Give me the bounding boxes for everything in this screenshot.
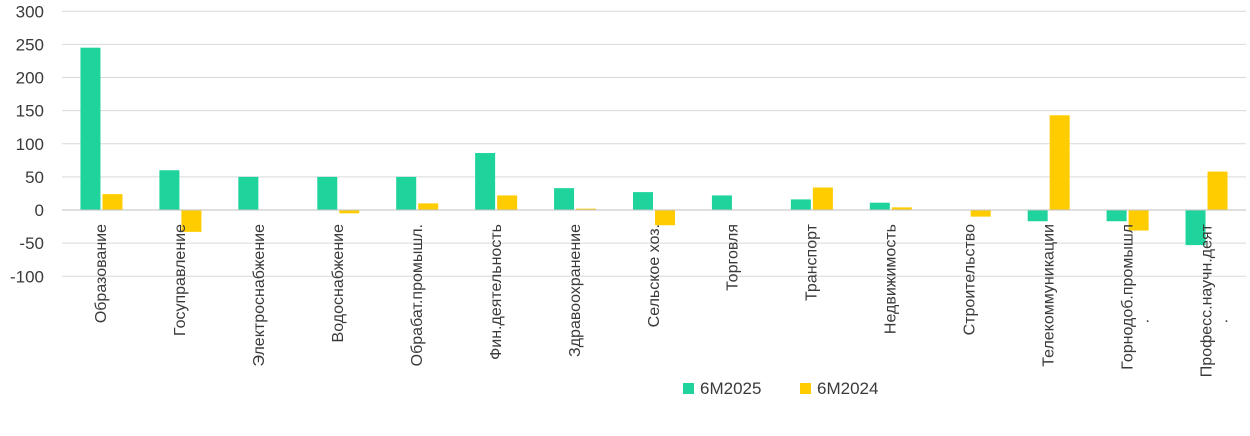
x-tick-label-group: Строительство (961, 224, 978, 335)
x-tick-label: Горнодоб.промышл (1119, 224, 1136, 370)
legend-label-6M2024: 6M2024 (817, 379, 878, 398)
x-tick-label-group: Электроснабжение (251, 224, 268, 367)
x-tick-label: Водоснабжение (330, 224, 347, 343)
x-tick-label: Строительство (961, 224, 978, 335)
x-tick-label: Здравоохранение (567, 224, 584, 357)
x-tick-label-group: Образование (93, 224, 110, 323)
bar-6M2025-12 (1027, 210, 1048, 222)
x-tick-label-group: Фин.деятельность (488, 224, 505, 360)
x-tick-label-group: Сельское хоз. (646, 224, 663, 327)
x-tick-label-group: Обрабат.промышл. (409, 224, 426, 366)
y-tick-label: 0 (35, 201, 44, 220)
bar-6M2025-2 (238, 176, 259, 210)
x-tick-label-group: Торговля (725, 224, 742, 291)
bars (80, 47, 1228, 246)
bar-6M2024-10 (891, 207, 912, 210)
x-tick-label: Торговля (725, 224, 742, 291)
y-tick-label: 300 (16, 2, 44, 21)
legend-label-6M2025: 6M2025 (700, 379, 761, 398)
legend-swatch-6M2025 (683, 383, 694, 394)
x-tick-label-group: Недвижимость (883, 224, 900, 334)
x-tick-label: Транспорт (804, 223, 821, 301)
legend: 6M2025 6M2024 (683, 379, 878, 398)
x-tick-label-group: Госуправление (172, 224, 189, 336)
bar-6M2024-6 (576, 208, 597, 210)
y-tick-label: 50 (25, 168, 44, 187)
x-tick-suffix-mark: . (1145, 309, 1149, 326)
x-tick-label-group: Транспорт (804, 223, 821, 301)
x-tick-label-group: Професс.научн.деят (1198, 223, 1215, 377)
bar-6M2025-14 (1185, 210, 1206, 246)
x-tick-label-group: Телекоммуникации (1040, 224, 1057, 367)
legend-swatch-6M2024 (800, 383, 811, 394)
bar-6M2024-11 (970, 210, 991, 217)
bar-6M2025-13 (1106, 210, 1127, 222)
y-tick-label: 100 (16, 135, 44, 154)
bar-6M2025-9 (790, 199, 811, 210)
y-axis-ticks: 300 250 200 150 100 50 0 -50 -100 (10, 2, 44, 286)
bar-6M2024-1 (181, 210, 202, 232)
x-tick-label-group: Горнодоб.промышл (1119, 224, 1136, 370)
x-tick-label: Образование (93, 224, 110, 323)
bar-6M2024-5 (497, 195, 518, 210)
x-tick-label: Электроснабжение (251, 224, 268, 367)
y-tick-label: 150 (16, 102, 44, 121)
bar-6M2024-0 (102, 194, 123, 210)
x-tick-label: Фин.деятельность (488, 224, 505, 360)
x-axis-ticks: Образование Госуправление Электроснабжение… (93, 223, 1229, 377)
bar-6M2024-9 (812, 187, 833, 210)
x-tick-label: Телекоммуникации (1040, 224, 1057, 367)
x-tick-label: Сельское хоз. (646, 224, 663, 327)
y-tick-label: 250 (16, 35, 44, 54)
bar-6M2025-8 (711, 195, 732, 210)
y-tick-label: -50 (19, 234, 44, 253)
bar-6M2025-10 (869, 202, 890, 210)
x-tick-label: Недвижимость (883, 224, 900, 334)
y-tick-label: -100 (10, 267, 44, 286)
x-tick-label-group: Здравоохранение (567, 224, 584, 357)
bar-6M2025-6 (554, 188, 575, 210)
bar-6M2024-13 (1128, 210, 1149, 231)
bar-6M2024-7 (655, 210, 675, 226)
bar-6M2025-7 (633, 192, 653, 210)
bar-6M2024-4 (418, 203, 439, 210)
bar-6M2025-0 (80, 47, 101, 210)
bar-6M2025-5 (475, 153, 496, 210)
bar-6M2024-14 (1207, 171, 1228, 210)
y-tick-label: 200 (16, 69, 44, 88)
bar-6M2024-12 (1049, 115, 1070, 210)
x-tick-suffix-mark: . (1224, 309, 1228, 326)
x-tick-label: Професс.научн.деят (1198, 223, 1215, 377)
x-tick-label: Обрабат.промышл. (409, 224, 426, 366)
bar-6M2025-4 (396, 176, 417, 210)
bar-6M2025-3 (317, 176, 338, 210)
bar-6M2024-3 (339, 210, 360, 214)
x-tick-label-group: Водоснабжение (330, 224, 347, 343)
bar-6M2025-1 (159, 170, 180, 210)
x-tick-label: Госуправление (172, 224, 189, 336)
